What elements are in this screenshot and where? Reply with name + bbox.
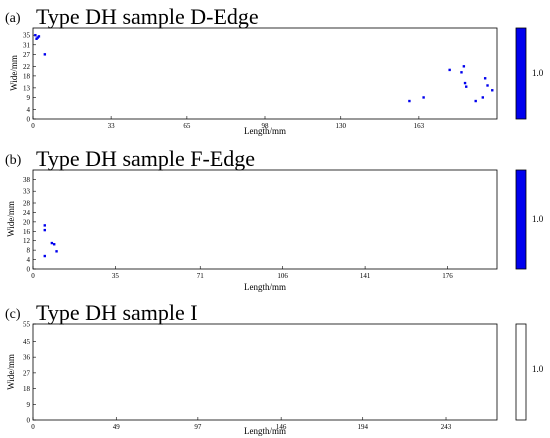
scatter-point: [43, 53, 47, 56]
y-tick-label: 38: [23, 176, 31, 184]
y-tick-label: 28: [23, 200, 31, 208]
panel-a-ylabel: Wide/mm: [9, 55, 19, 91]
y-tick-label: 4: [27, 106, 31, 114]
x-tick-label: 65: [183, 122, 191, 130]
y-tick-label: 0: [27, 116, 31, 124]
y-tick-label: 12: [23, 237, 31, 245]
scatter-point: [408, 99, 411, 103]
x-tick-label: 130: [336, 122, 347, 130]
panel-b-title: Type DH sample F-Edge: [36, 146, 255, 171]
y-tick-label: 27: [23, 51, 31, 59]
panel-b-xticks: 0 35 71 106 141 176: [31, 266, 453, 280]
y-tick-label: 55: [23, 321, 31, 329]
scatter-point: [52, 243, 56, 246]
panel-c: (c) Type DH sample I 0 9 18 27 36 45 55 0 49 97 1…: [5, 300, 544, 436]
panel-c-xlabel: Length/mm: [244, 426, 286, 436]
x-tick-label: 0: [31, 272, 35, 280]
scatter-point: [491, 89, 494, 92]
y-tick-label: 31: [23, 41, 31, 49]
panel-a-label: (a): [5, 11, 21, 26]
scatter-point: [43, 254, 46, 258]
scatter-point: [474, 99, 477, 103]
panel-a: (a) Type DH sample D-Edge 04913182227313…: [5, 4, 544, 136]
y-tick-label: 18: [23, 72, 31, 80]
panel-c-colorbar: [515, 323, 527, 421]
scatter-point: [486, 84, 489, 87]
x-tick-label: 0: [31, 423, 35, 431]
scatter-point: [37, 35, 41, 38]
y-tick-label: 0: [27, 266, 31, 274]
scatter-point: [50, 241, 54, 245]
x-tick-label: 49: [113, 423, 121, 431]
y-tick-label: 24: [23, 209, 31, 217]
x-tick-label: 71: [197, 272, 205, 280]
y-tick-label: 0: [27, 417, 31, 425]
y-tick-label: 9: [27, 94, 31, 102]
panel-c-yticks: 0 9 18 27 36 45 55: [23, 321, 36, 425]
x-tick-label: 106: [277, 272, 288, 280]
panel-b-colorbar: [515, 169, 527, 270]
y-tick-label: 9: [27, 401, 31, 409]
panel-b-points: [43, 224, 58, 258]
panel-a-plot-frame: [32, 27, 498, 120]
y-tick-label: 35: [23, 32, 31, 40]
panel-c-colorbar-label: 1.0: [532, 364, 544, 374]
panel-c-title: Type DH sample I: [36, 300, 198, 325]
scatter-point: [483, 77, 487, 80]
y-tick-label: 45: [23, 338, 31, 346]
y-tick-label: 22: [23, 63, 31, 71]
panel-c-xticks: 0 49 97 146 194 243: [31, 417, 452, 431]
scatter-point: [422, 96, 425, 99]
panel-b: (b) Type DH sample F-Edge 04812162024283…: [5, 146, 544, 292]
scatter-point: [43, 228, 46, 232]
scatter-point: [481, 96, 484, 99]
panel-a-colorbar-label: 1.0: [532, 68, 544, 78]
scatter-point: [462, 65, 466, 68]
y-tick-label: 16: [23, 228, 31, 236]
y-tick-label: 36: [23, 354, 31, 362]
panel-b-colorbar-label: 1.0: [532, 214, 544, 224]
x-tick-label: 163: [414, 122, 425, 130]
scatter-point: [465, 85, 468, 88]
panel-a-points: [34, 33, 494, 103]
y-tick-label: 18: [23, 385, 31, 393]
panel-a-xticks: 0 33 65 98 130 163: [31, 116, 425, 130]
panel-c-plot-frame: [32, 323, 498, 421]
x-tick-label: 0: [31, 122, 35, 130]
x-tick-label: 176: [442, 272, 453, 280]
scatter-point: [34, 33, 37, 37]
panel-c-ylabel: Wide/mm: [6, 354, 16, 390]
panel-a-title: Type DH sample D-Edge: [36, 4, 259, 29]
x-tick-label: 243: [441, 423, 452, 431]
panel-a-colorbar: [515, 27, 527, 120]
panel-b-xlabel: Length/mm: [244, 282, 286, 292]
scatter-point: [55, 250, 58, 253]
panel-b-ylabel: Wide/mm: [6, 201, 16, 237]
scatter-point: [463, 81, 467, 85]
x-tick-label: 141: [360, 272, 371, 280]
panel-b-label: (b): [5, 153, 22, 168]
panel-a-xlabel: Length/mm: [244, 126, 286, 136]
y-tick-label: 20: [23, 218, 31, 226]
y-tick-label: 13: [23, 84, 31, 92]
y-tick-label: 27: [23, 369, 31, 377]
y-tick-label: 4: [27, 256, 31, 264]
scatter-point: [460, 71, 463, 74]
y-tick-label: 33: [23, 188, 31, 196]
panel-b-plot-frame: [32, 169, 498, 270]
scatter-point: [448, 68, 451, 72]
scatter-point: [43, 224, 46, 227]
x-tick-label: 35: [112, 272, 120, 280]
x-tick-label: 98: [262, 122, 270, 130]
x-tick-label: 194: [357, 423, 368, 431]
panel-c-label: (c): [5, 307, 21, 322]
x-tick-label: 146: [276, 423, 287, 431]
y-tick-label: 8: [27, 247, 31, 255]
x-tick-label: 97: [194, 423, 202, 431]
x-tick-label: 33: [108, 122, 116, 130]
